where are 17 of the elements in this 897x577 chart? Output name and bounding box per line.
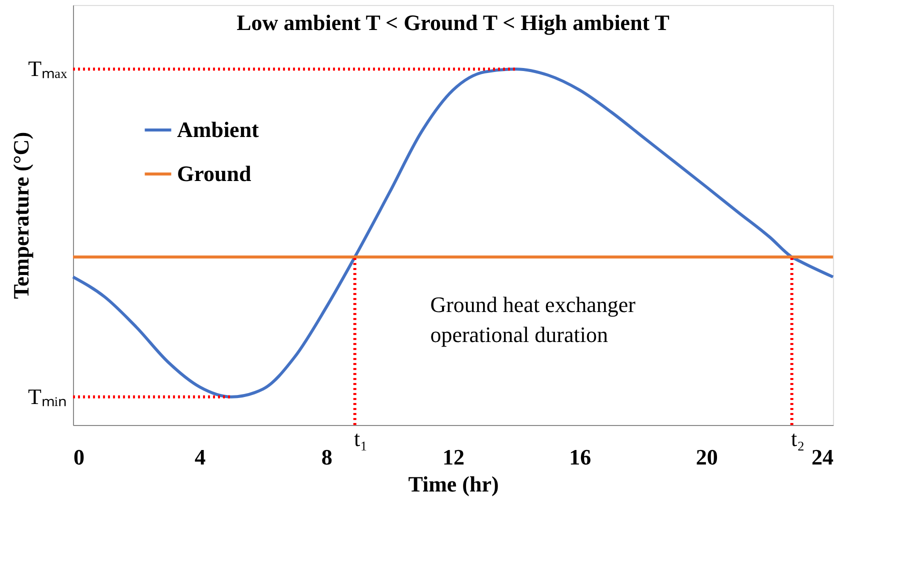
x-tick-label: 0	[74, 444, 84, 470]
y-axis-title: Temperature (°C)	[8, 132, 34, 300]
annotation: t₁	[354, 426, 368, 451]
x-tick-label: 8	[321, 444, 332, 470]
annotation: t₂	[790, 426, 805, 451]
annotation: Ground heat exchanger operational duration	[430, 292, 636, 347]
chart-title: Low ambient T < Ground T < High ambient T	[236, 10, 670, 35]
x-tick-label: 20	[696, 444, 718, 470]
x-tick-label: 16	[569, 444, 592, 470]
x-tick-label: 24	[812, 444, 834, 470]
annotation: Tₘᵢₙ	[28, 384, 67, 409]
legend-label: Ambient	[177, 117, 260, 142]
legend-label: Ground	[177, 161, 252, 186]
x-tick-label: 12	[442, 444, 464, 470]
annotation: Tₘₐₓ	[28, 56, 68, 82]
x-tick-label: 4	[194, 444, 206, 470]
x-axis-title: Time (hr)	[408, 472, 499, 496]
